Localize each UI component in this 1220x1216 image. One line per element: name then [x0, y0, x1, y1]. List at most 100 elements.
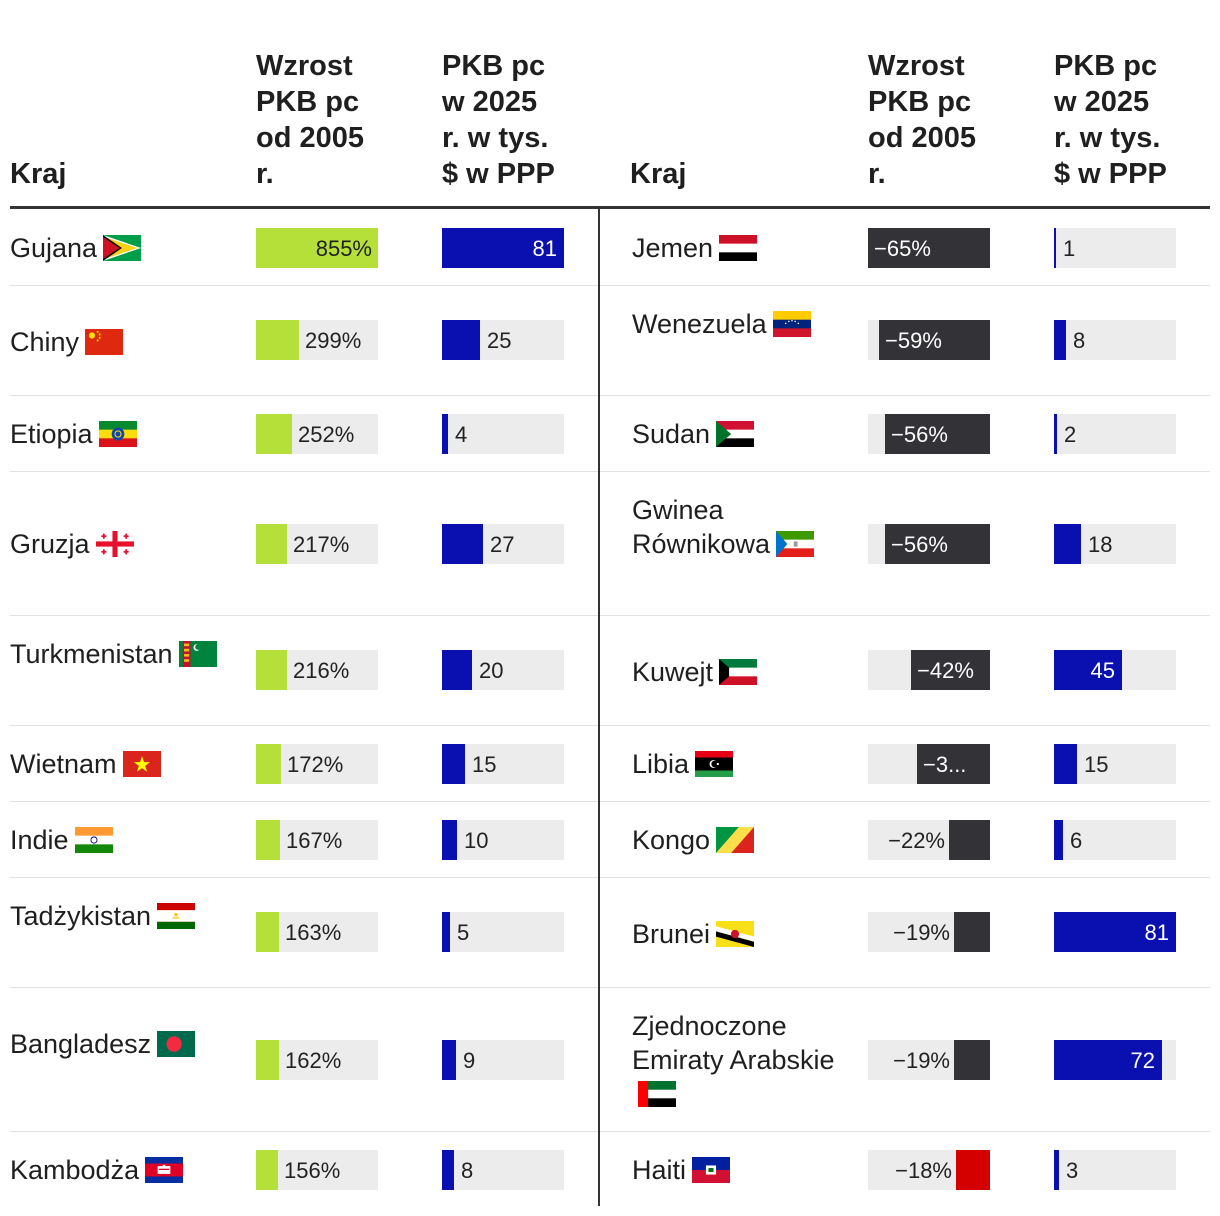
header-gdp-left: PKB pc w 2025 r. w tys. $ w PPP	[442, 50, 555, 190]
growth-label: 156%	[284, 1158, 341, 1183]
gdp-track: 10	[442, 820, 564, 860]
gdp-bar-tadzykistan	[442, 912, 450, 952]
growth-track: 217%	[256, 524, 378, 564]
gdp-bar-gwinea-rownikowa	[1054, 524, 1081, 564]
growth-bar-turkmenistan	[256, 650, 287, 690]
country-name: Wietnam	[10, 749, 117, 779]
country-cell-indie: Indie	[10, 823, 250, 857]
country-name: Jemen	[632, 233, 714, 263]
country-name: Gujana	[10, 233, 98, 263]
country-name: Kambodża	[10, 1155, 140, 1185]
row-separator	[10, 471, 598, 472]
growth-track: −59%	[868, 320, 990, 360]
row-separator	[10, 285, 598, 286]
country-cell-wietnam: Wietnam	[10, 747, 250, 781]
gdp-label: 6	[1070, 828, 1083, 853]
growth-bar-brunei	[954, 912, 990, 952]
cambodia-flag-icon	[145, 1156, 184, 1183]
growth-track: 855%	[256, 228, 378, 268]
growth-bar-gwinea-rownikowa	[885, 524, 990, 564]
row-separator	[10, 987, 598, 988]
gdp-label: 10	[464, 828, 489, 853]
growth-label: −42%	[917, 658, 974, 683]
gdp-track: 45	[1054, 650, 1176, 690]
gdp-bar-gruzja	[442, 524, 483, 564]
growth-bar-bangladesz	[256, 1040, 279, 1080]
country-name: Brunei	[632, 919, 711, 949]
growth-track: −56%	[868, 524, 990, 564]
gdp-label: 18	[1088, 532, 1113, 557]
country-name: Gruzja	[10, 529, 90, 559]
country-name: Haiti	[632, 1155, 687, 1185]
kuwait-flag-icon	[719, 658, 758, 685]
gdp-bar-indie	[442, 820, 457, 860]
growth-bar-kuwejt	[911, 650, 990, 690]
gdp-track: 20	[442, 650, 564, 690]
header-gdp-right: PKB pc w 2025 r. w tys. $ w PPP	[1054, 50, 1167, 190]
growth-label: −59%	[885, 328, 942, 353]
gdp-label: 20	[479, 658, 504, 683]
congo-flag-icon	[716, 826, 755, 853]
tajikistan-flag-icon	[157, 902, 196, 929]
country-name: Sudan	[632, 419, 711, 449]
row-separator	[10, 395, 598, 396]
row-separator	[600, 725, 1210, 726]
gdp-track: 18	[1054, 524, 1176, 564]
country-cell-etiopia: Etiopia	[10, 417, 250, 451]
growth-label: −18%	[895, 1158, 952, 1183]
row-separator	[600, 1131, 1210, 1132]
vietnam-flag-icon	[122, 750, 161, 777]
gdp-label: 9	[463, 1048, 476, 1073]
growth-label: 217%	[293, 532, 350, 557]
gdp-track: 2	[1054, 414, 1176, 454]
growth-track: 299%	[256, 320, 378, 360]
row-separator	[600, 285, 1210, 286]
country-name: Libia	[632, 749, 690, 779]
country-name: Etiopia	[10, 419, 93, 449]
growth-track: −19%	[868, 1040, 990, 1080]
country-name: Kuwejt	[632, 657, 714, 687]
gdp-track: 5	[442, 912, 564, 952]
growth-track: 167%	[256, 820, 378, 860]
growth-track: −42%	[868, 650, 990, 690]
country-name: Indie	[10, 825, 69, 855]
growth-label: −19%	[893, 1048, 950, 1073]
gdp-label: 5	[457, 920, 470, 945]
growth-track: 172%	[256, 744, 378, 784]
row-separator	[600, 615, 1210, 616]
gdp-track: 4	[442, 414, 564, 454]
row-separator	[10, 615, 598, 616]
libya-flag-icon	[695, 750, 734, 777]
gdp-track: 6	[1054, 820, 1176, 860]
country-cell-gruzja: Gruzja	[10, 527, 250, 561]
growth-label: 216%	[293, 658, 350, 683]
gdp-bar-gujana	[442, 228, 564, 268]
growth-label: 162%	[285, 1048, 342, 1073]
growth-label: −56%	[891, 422, 948, 447]
growth-label: 163%	[285, 920, 342, 945]
growth-label: −65%	[874, 236, 931, 261]
uae-flag-icon	[638, 1080, 676, 1107]
gdp-label: 25	[487, 328, 512, 353]
equatorial-guinea-flag-icon	[776, 530, 815, 557]
header-country-left: Kraj	[10, 158, 67, 190]
gdp-track: 8	[442, 1150, 564, 1190]
country-name: Bangladesz	[10, 1029, 152, 1059]
growth-bar-gujana	[256, 228, 378, 268]
growth-bar-etiopia	[256, 414, 292, 454]
growth-bar-chiny	[256, 320, 299, 360]
gdp-track: 25	[442, 320, 564, 360]
haiti-flag-icon	[692, 1156, 731, 1183]
growth-track: −18%	[868, 1150, 990, 1190]
gdp-track: 81	[442, 228, 564, 268]
row-separator	[600, 395, 1210, 396]
country-cell-gujana: Gujana	[10, 231, 250, 265]
growth-label: −56%	[891, 532, 948, 557]
ethiopia-flag-icon	[98, 420, 137, 447]
country-name: Tadżykistan	[10, 901, 152, 931]
brunei-flag-icon	[716, 920, 755, 947]
gdp-label: 81	[532, 236, 557, 261]
guyana-flag-icon	[103, 234, 142, 261]
country-name: Turkmenistan	[10, 639, 173, 669]
gdp-bar-jemen	[1054, 228, 1056, 268]
